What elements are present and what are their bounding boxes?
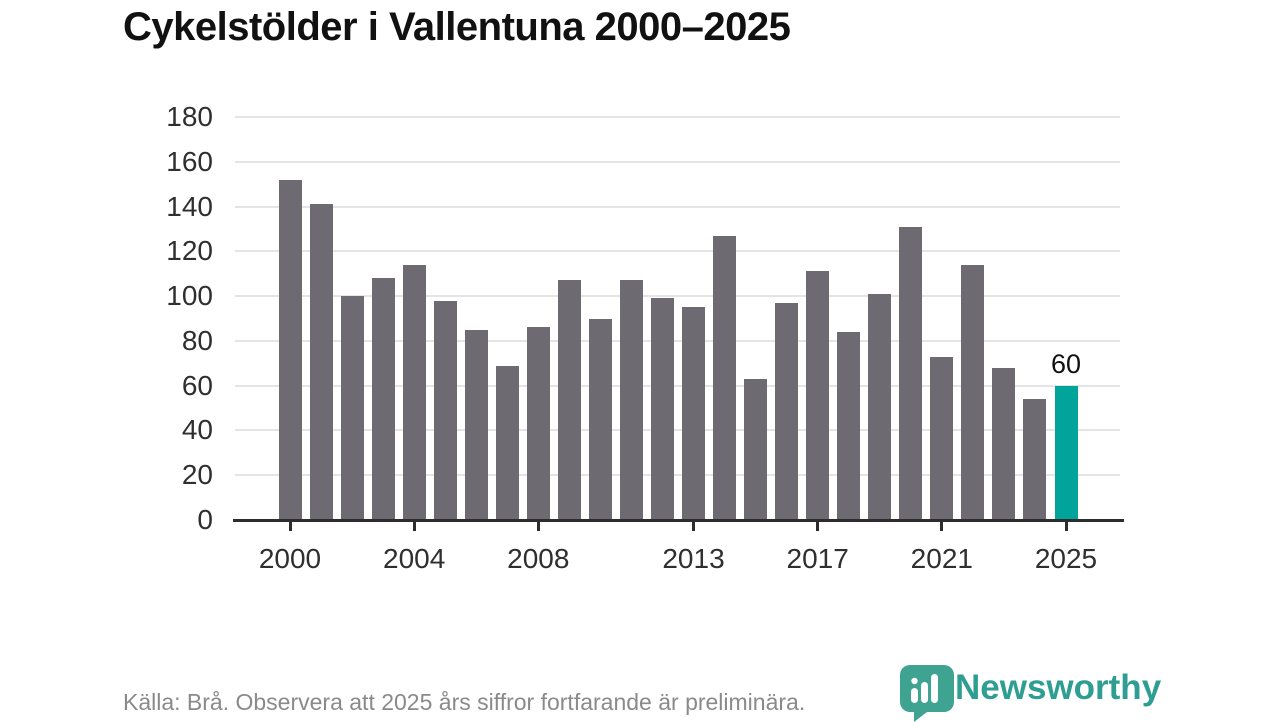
gridline-120 [235, 250, 1120, 253]
y-tick-label-20: 20 [181, 459, 213, 491]
bar-2011 [619, 280, 643, 520]
gridline-20 [235, 474, 1120, 477]
bar-2019 [868, 293, 892, 520]
y-tick-label-160: 160 [166, 145, 213, 177]
gridline-140 [235, 205, 1120, 208]
bar-2018 [837, 331, 861, 520]
bar-2020 [899, 226, 923, 520]
gridline-60 [235, 384, 1120, 387]
gridline-180 [235, 116, 1120, 118]
y-tick-label-100: 100 [166, 280, 213, 312]
y-tick-label-40: 40 [181, 414, 213, 446]
bar-2010 [588, 318, 612, 520]
chart-title: Cykelstölder i Vallentuna 2000–2025 [123, 5, 791, 49]
y-tick-label-180: 180 [166, 101, 213, 132]
newsworthy-pin-barchart-icon [900, 665, 954, 722]
bar-2007 [495, 365, 519, 520]
y-tick-label-60: 60 [181, 369, 213, 401]
x-tick-label-2021: 2021 [910, 543, 973, 574]
x-axis-line [233, 519, 1124, 522]
x-tick-2025 [1064, 522, 1068, 531]
newsworthy-wordmark: Newsworthy [955, 668, 1162, 707]
bar-2025 [1054, 385, 1078, 520]
bar-2024 [1023, 399, 1047, 520]
gridline-160 [235, 160, 1120, 163]
x-tick-2000 [288, 522, 292, 531]
y-tick-label-140: 140 [166, 190, 213, 222]
y-tick-label-120: 120 [166, 235, 213, 267]
y-tick-label-0: 0 [197, 504, 213, 535]
x-tick-label-2008: 2008 [507, 543, 570, 574]
x-tick-2008 [536, 522, 540, 531]
source-note: Källa: Brå. Observera att 2025 års siffr… [123, 689, 806, 715]
bar-2015 [744, 378, 768, 520]
bar-2006 [464, 329, 488, 520]
x-tick-label-2013: 2013 [662, 543, 725, 574]
bar-2014 [713, 235, 737, 520]
bar-2022 [961, 264, 985, 520]
x-tick-label-2000: 2000 [258, 543, 322, 574]
bar-2017 [806, 271, 830, 520]
x-tick-2013 [692, 522, 696, 531]
gridline-80 [235, 339, 1120, 342]
x-tick-2021 [940, 522, 944, 531]
x-tick-label-2025: 2025 [1034, 543, 1098, 574]
highlight-value-label: 60 [1050, 348, 1082, 379]
bar-2000 [278, 179, 302, 520]
x-tick-2017 [816, 522, 820, 531]
bar-2023 [992, 367, 1016, 520]
bar-2005 [433, 300, 457, 520]
y-tick-label-80: 80 [181, 324, 213, 356]
x-tick-label-2017: 2017 [786, 543, 849, 574]
bar-2012 [650, 298, 674, 520]
gridline-40 [235, 429, 1120, 432]
bar-2008 [526, 327, 550, 520]
bar-2003 [371, 278, 395, 520]
bar-2001 [309, 204, 333, 520]
bar-2016 [775, 302, 799, 520]
bar-2021 [930, 356, 954, 520]
bar-2004 [402, 264, 426, 520]
bar-2002 [340, 296, 364, 520]
gridline-100 [235, 295, 1120, 298]
bar-2009 [557, 280, 581, 520]
x-tick-label-2004: 2004 [383, 543, 446, 574]
bar-2013 [682, 307, 706, 520]
x-tick-2004 [412, 522, 416, 531]
